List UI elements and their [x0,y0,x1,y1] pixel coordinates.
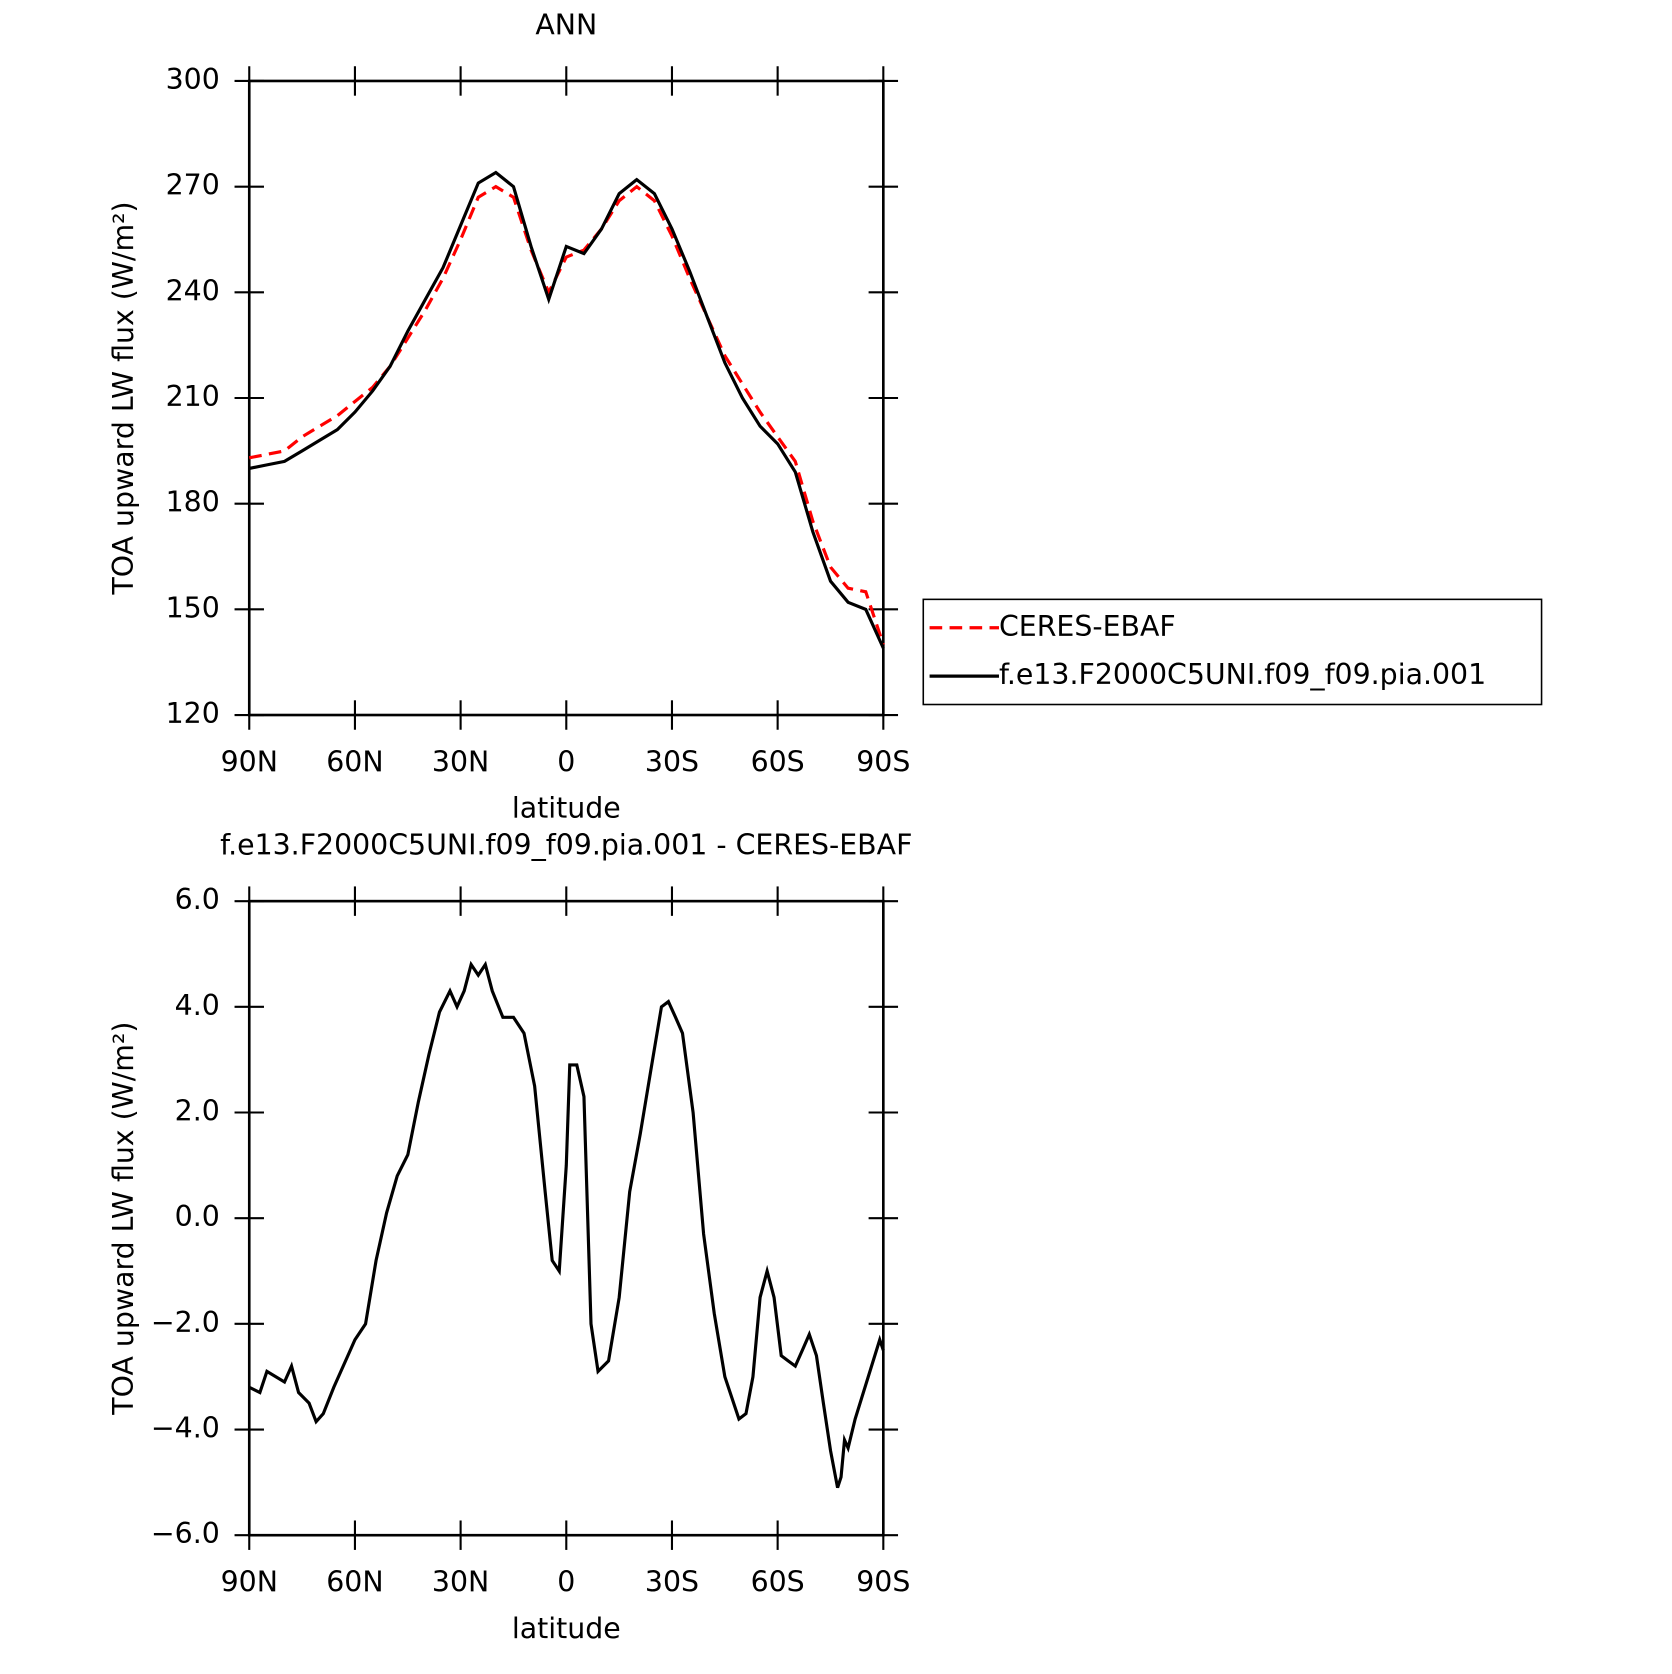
x-axis-label: latitude [512,792,621,825]
x-tick-label: 0 [557,1566,575,1599]
legend-label: CERES-EBAF [999,610,1176,643]
x-tick-label: 90N [221,1566,278,1599]
y-tick-label: 240 [166,274,220,307]
x-tick-label: 90S [856,1566,910,1599]
plot-frame [247,899,885,1537]
x-tick-label: 60N [326,745,383,778]
x-tick-label: 30S [645,1566,699,1599]
y-tick-label: −6.0 [151,1517,220,1550]
chart-title: ANN [535,8,597,41]
x-tick-label: 90N [221,745,278,778]
series-line [248,184,885,646]
x-tick-label: 60S [751,745,805,778]
y-tick-label: 4.0 [175,989,220,1022]
x-axis-label: latitude [512,1612,621,1645]
y-tick-label: 150 [166,591,220,624]
y-tick-label: 270 [166,169,220,202]
series-line [248,960,885,1489]
y-tick-label: 210 [166,380,220,413]
y-tick-label: 180 [166,486,220,519]
y-tick-label: 6.0 [175,883,220,916]
chart-title: f.e13.F2000C5UNI.f09_f09.pia.001 - CERES… [220,828,912,861]
y-axis-label: TOA upward LW flux (W/m²) [107,1022,140,1416]
legend-label: f.e13.F2000C5UNI.f09_f09.pia.001 [999,658,1486,691]
y-axis-label: TOA upward LW flux (W/m²) [107,201,140,595]
y-tick-label: 300 [166,63,220,96]
x-tick-label: 90S [856,745,910,778]
y-tick-label: 120 [166,697,220,730]
x-tick-label: 30N [432,745,489,778]
y-tick-label: 2.0 [175,1094,220,1127]
x-tick-label: 30S [645,745,699,778]
x-tick-label: 60S [751,1566,805,1599]
x-tick-label: 0 [557,745,575,778]
y-tick-label: −4.0 [151,1412,220,1445]
series-line [248,170,885,649]
y-tick-label: −2.0 [151,1306,220,1339]
plot-frame [247,79,885,717]
y-tick-label: 0.0 [175,1200,220,1233]
x-tick-label: 30N [432,1566,489,1599]
legend-box [922,598,1543,706]
x-tick-label: 60N [326,1566,383,1599]
